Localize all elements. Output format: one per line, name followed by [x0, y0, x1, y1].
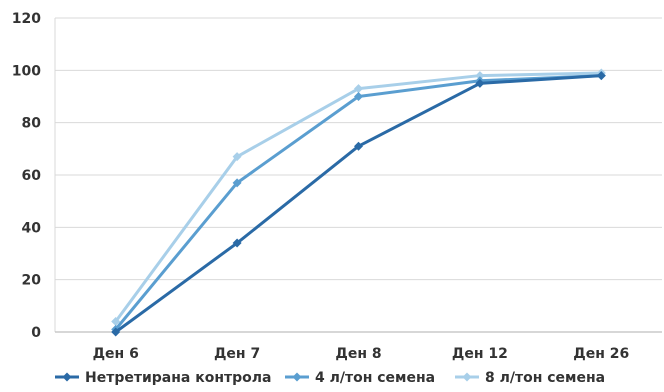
data-point: [354, 92, 363, 101]
grid: [54, 17, 662, 333]
data-point: [475, 78, 485, 88]
y-tick-label: 0: [31, 325, 41, 341]
x-tick-label: Ден 8: [335, 346, 381, 362]
data-point: [475, 71, 485, 81]
data-point: [354, 84, 363, 94]
y-tick-label: 40: [22, 220, 42, 236]
y-tick-label: 100: [12, 63, 41, 79]
data-point: [596, 71, 606, 81]
data-point: [111, 327, 121, 337]
axes: 0 20 40 60 80 100 120 Ден 6 Ден 7 Ден 8 Ден 12 Ден …: [12, 11, 662, 362]
x-tick-label: Ден 7: [214, 346, 260, 362]
y-tick-label: 60: [22, 168, 42, 184]
y-tick-label: 120: [12, 11, 41, 27]
data-point: [111, 317, 121, 327]
data-point: [232, 178, 242, 188]
data-point: [232, 152, 242, 162]
y-tick-label: 80: [22, 116, 42, 132]
series-1: [111, 71, 606, 337]
legend-entry: 4 л/тон семена: [285, 370, 435, 386]
legend-entry: 8 л/тон семена: [455, 370, 605, 386]
series-line: [114, 74, 602, 331]
legend: Нетретирана контрола 4 л/тон семена 8 л/то…: [55, 370, 605, 386]
series-3: [111, 68, 606, 327]
series: [111, 68, 606, 337]
data-point: [354, 141, 363, 151]
legend-entry: Нетретирана контрола: [55, 370, 271, 386]
legend-marker: [62, 372, 72, 382]
legend-label: 4 л/тон семена: [315, 370, 435, 386]
data-point: [232, 238, 242, 248]
x-tick-label: Ден 12: [452, 346, 508, 362]
series-2: [111, 71, 606, 334]
legend-label: 8 л/тон семена: [485, 370, 605, 386]
series-line: [114, 71, 602, 323]
x-tick-label: Ден 6: [93, 346, 139, 362]
legend-label: Нетретирана контрола: [85, 370, 271, 386]
legend-marker: [462, 372, 472, 382]
series-line: [114, 74, 602, 334]
y-tick-label: 20: [22, 273, 42, 289]
legend-marker: [292, 372, 302, 382]
x-tick-label: Ден 26: [573, 346, 629, 362]
